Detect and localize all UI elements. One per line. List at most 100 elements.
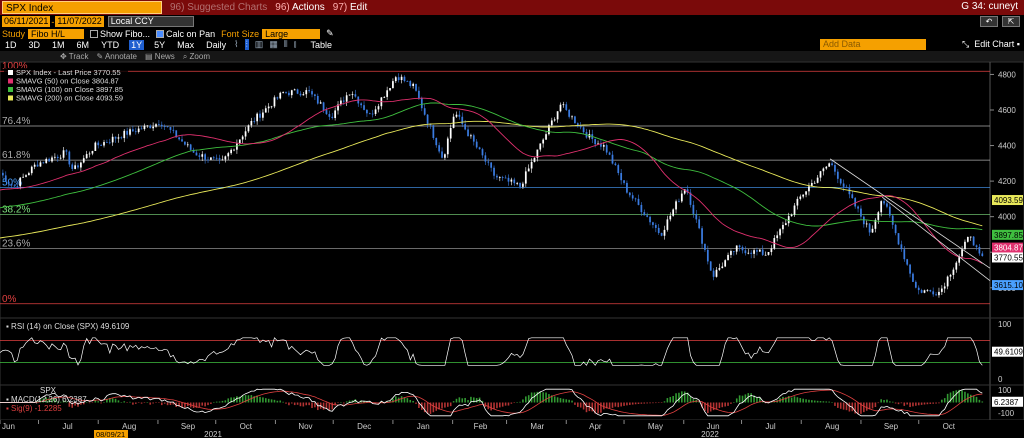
month-label: Oct [943,422,956,431]
macd-histogram-bar [672,396,674,403]
add-data-input[interactable]: Add Data [820,39,926,50]
macd-histogram-bar [863,402,865,413]
candle-body [25,175,27,177]
macd-histogram-bar [886,399,888,403]
tf-1d[interactable]: 1D [5,39,17,50]
macd-histogram-bar [897,402,900,405]
candle-chart-icon[interactable]: ⫶ [244,39,249,50]
tf-1m[interactable]: 1M [52,39,65,50]
macd-histogram-bar [172,402,175,405]
macd-histogram-bar [871,402,874,409]
candle-body [868,223,871,233]
macd-histogram-bar [981,401,984,403]
candle-body [784,223,787,225]
edit-menu[interactable]: 97) Edit [333,2,367,13]
pen-icon[interactable]: ✎ [326,28,334,38]
macd-histogram-bar [969,394,972,403]
hlc-chart-icon[interactable]: ⫾ [293,39,297,49]
column-chart-icon[interactable]: ⫴ [283,39,288,49]
start-date-input[interactable]: 06/11/2021 [2,16,51,27]
macd-histogram-bar [955,390,958,403]
macd-histogram-bar [831,402,833,403]
trend-line[interactable] [829,158,991,269]
year-label: 2022 [701,430,719,438]
edit-chart-button[interactable]: ⤡ Edit Chart ▪ [962,39,1020,50]
macd-histogram-bar [195,402,198,408]
month-label: Aug [122,422,136,431]
rsi-panel[interactable]: ▪ RSI (14) on Close (SPX) 49.61091005004… [0,317,1024,386]
tf-5y[interactable]: 5Y [154,39,166,50]
candle-body [311,91,313,95]
macd-value-tag-label: 6.2387 [994,398,1019,407]
macd-histogram-bar [533,392,536,403]
macd-histogram-bar [129,401,131,403]
candle-body [267,106,270,109]
macd-panel[interactable]: SPX▪ MACD(12,26) 6.2387▪ Sig(9) -1.2285 1… [0,384,1024,421]
actions-menu[interactable]: 96) Actions [275,2,324,13]
bar-chart-icon[interactable]: ▥ [254,39,264,49]
candle-body [412,83,415,86]
candle-body [900,244,903,250]
undo-button[interactable]: ↶ [980,16,998,27]
macd-histogram-bar [785,397,787,403]
legend-label: SMAVG (50) on Close 3804.87 [16,77,119,86]
end-date-input[interactable]: 11/07/2022 [55,16,104,27]
tf-3d[interactable]: 3D [28,39,41,50]
currency-select[interactable]: Local CCY [107,16,194,27]
candle-body [527,168,530,172]
line-chart-icon[interactable]: ⌇ [234,39,239,49]
track-tool[interactable]: ✥ Track [60,52,88,61]
ticker-input[interactable]: SPX Index [2,1,162,14]
candle-body [961,249,963,257]
font-size-select[interactable]: Large [262,28,321,39]
price-panel[interactable]: 100% 76.4% 61.8% 50% 38.2% 23.6% 0% 4800 4600 440… [0,61,1024,420]
candle-body [490,162,493,168]
legend-label: SPX Index - Last Price 3770.55 [16,68,121,77]
show-fibo-checkbox[interactable] [90,29,99,38]
macd-histogram-bar [975,396,978,403]
macd-histogram-bar [504,402,507,406]
macd-histogram-bar [155,402,157,403]
candle-body [536,149,539,158]
macd-histogram-bar [140,402,143,404]
candle-body [620,173,623,181]
suggested-charts-menu[interactable]: 96) Suggested Charts [170,2,268,13]
mountain-chart-icon[interactable]: ▦ [269,39,278,49]
macd-histogram-bar [97,401,100,403]
macd-histogram-bar [499,402,501,408]
candle-body [903,249,906,260]
macd-histogram-bar [525,396,527,403]
calc-on-pan-checkbox[interactable] [156,29,165,38]
cursor-date-tag [94,430,128,438]
zoom-tool[interactable]: ⌕ Zoom [183,52,210,62]
macd-histogram-bar [730,402,732,404]
macd-histogram-bar [392,398,394,403]
macd-histogram-bar [542,392,544,403]
study-select[interactable]: Fibo H/L [28,28,85,39]
candle-body [403,76,406,82]
annotate-tool[interactable]: ✎ Annotate [96,52,137,61]
candle-body [689,192,692,205]
tf-6m[interactable]: 6M [76,39,90,50]
tf-max[interactable]: Max [177,39,195,50]
macd-histogram-bar [741,395,744,403]
macd-histogram-bar [386,401,388,403]
candle-body [649,216,651,223]
export-button[interactable]: ⇱ [1002,16,1020,27]
trend-line[interactable] [881,196,991,281]
table-button[interactable]: Table [310,39,333,50]
candle-body [163,126,166,127]
candle-body [166,126,169,128]
macd-histogram-bar [553,396,556,403]
tf-ytd[interactable]: YTD [101,39,120,50]
macd-histogram-bar [290,402,293,404]
tf-1y[interactable]: 1Y [129,39,145,50]
macd-histogram-bar [62,400,65,403]
candle-body [181,139,183,142]
period-select[interactable]: Daily [206,39,227,50]
actions-label: Actions [291,2,325,13]
news-tool[interactable]: ▤ News [145,52,175,61]
candle-body [822,168,825,172]
candle-body [143,125,146,130]
